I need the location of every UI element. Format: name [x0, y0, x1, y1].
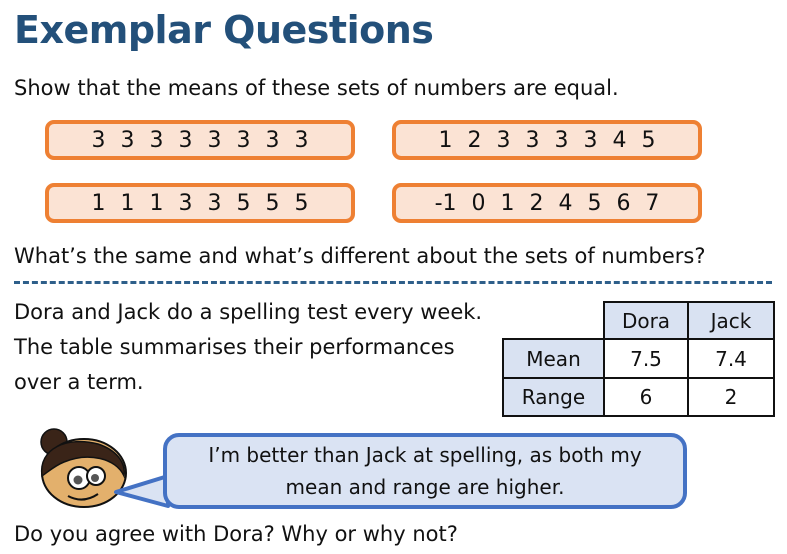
context-text: Dora and Jack do a spelling test every w…	[14, 295, 482, 400]
table-cell: 7.4	[687, 338, 775, 379]
header-cell: Jack	[687, 301, 775, 340]
speech-line: mean and range are higher.	[285, 475, 565, 499]
context-line: The table summarises their performances	[14, 335, 455, 359]
speech-bubble: I’m better than Jack at spelling, as bot…	[163, 433, 687, 509]
row-label: Mean	[502, 338, 605, 379]
page-title: Exemplar Questions	[14, 8, 434, 52]
table-cell: 7.5	[603, 338, 689, 379]
number-set-box: 3 3 3 3 3 3 3 3	[45, 120, 355, 160]
results-table: Dora Jack Mean 7.5 7.4 Range 6 2	[502, 301, 775, 417]
table-cell: 2	[687, 377, 775, 417]
context-line: over a term.	[14, 370, 144, 394]
followup-question: What’s the same and what’s different abo…	[14, 244, 706, 268]
number-set-box: 1 2 3 3 3 3 4 5	[392, 120, 702, 160]
row-label: Range	[502, 377, 605, 417]
context-line: Dora and Jack do a spelling test every w…	[14, 300, 483, 324]
header-cell: Dora	[603, 301, 689, 340]
number-set-box: -1 0 1 2 4 5 6 7	[392, 183, 702, 223]
question-prompt: Show that the means of these sets of num…	[14, 76, 619, 100]
dashed-divider	[14, 281, 772, 284]
speech-line: I’m better than Jack at spelling, as bot…	[208, 443, 642, 467]
empty-cell	[503, 302, 604, 339]
final-question: Do you agree with Dora? Why or why not?	[14, 522, 458, 546]
dora-avatar	[40, 428, 170, 508]
number-set-box: 1 1 1 3 3 5 5 5	[45, 183, 355, 223]
table-cell: 6	[603, 377, 689, 417]
